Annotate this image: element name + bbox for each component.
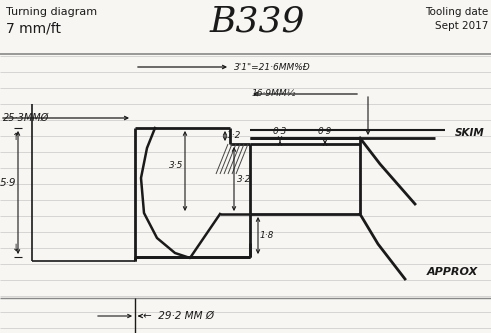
Text: ←  29·2 MM Ø: ← 29·2 MM Ø bbox=[143, 311, 214, 321]
Text: 1·8: 1·8 bbox=[260, 231, 274, 240]
Text: 5·9: 5·9 bbox=[0, 177, 16, 187]
Text: ↓: ↓ bbox=[12, 243, 20, 253]
Text: Turning diagram: Turning diagram bbox=[6, 7, 97, 17]
Text: 16·9MM½: 16·9MM½ bbox=[252, 90, 297, 99]
Text: ↑: ↑ bbox=[12, 132, 20, 142]
Text: 3'1"=21·6MM%Ð: 3'1"=21·6MM%Ð bbox=[234, 63, 311, 72]
Text: B339: B339 bbox=[210, 5, 305, 39]
Text: 0·9: 0·9 bbox=[318, 128, 332, 137]
Text: 1·2: 1·2 bbox=[227, 132, 242, 141]
Text: 3·5: 3·5 bbox=[168, 162, 183, 170]
Text: 0·3: 0·3 bbox=[273, 128, 287, 137]
Text: 25·3MMØ: 25·3MMØ bbox=[3, 113, 49, 123]
Text: Tooling date
Sept 2017: Tooling date Sept 2017 bbox=[425, 7, 488, 31]
Text: 3·2: 3·2 bbox=[237, 174, 251, 183]
Text: APPROX: APPROX bbox=[427, 267, 478, 277]
Text: 7 mm/ft: 7 mm/ft bbox=[6, 22, 61, 36]
Text: SKIM: SKIM bbox=[455, 128, 485, 138]
